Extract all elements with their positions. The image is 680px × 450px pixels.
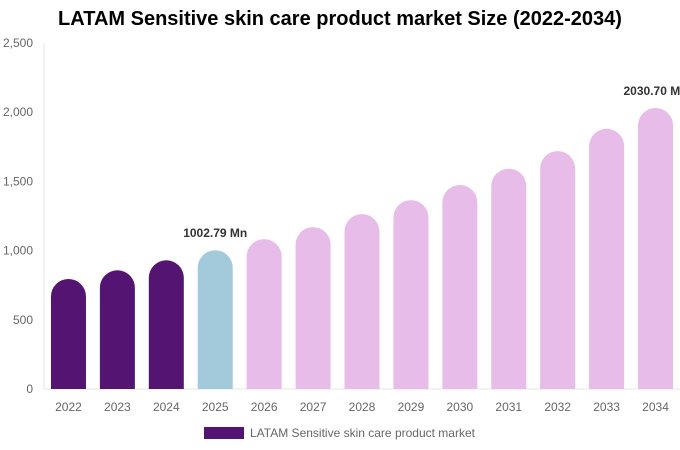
y-tick-label: 0 [26,382,33,396]
x-tick-label: 2029 [398,400,425,414]
y-tick-label: 1,500 [3,174,33,188]
bar [491,168,527,389]
x-tick-label: 2024 [153,400,180,414]
y-tick-label: 2,500 [3,36,33,50]
bar [540,151,576,389]
y-tick-label: 500 [13,313,33,327]
chart-title: LATAM Sensitive skin care product market… [58,8,622,30]
bar [638,107,674,390]
y-tick-label: 1,000 [3,244,33,258]
legend-label: LATAM Sensitive skin care product market [250,426,475,440]
bar [148,260,184,389]
bar [246,239,282,389]
x-tick-label: 2033 [593,400,620,414]
bar [50,278,86,389]
data-label: 1002.79 Mn [183,226,247,240]
x-tick-label: 2030 [446,400,473,414]
x-tick-label: 2031 [495,400,522,414]
y-tick-label: 2,000 [3,105,33,119]
x-tick-label: 2034 [642,400,669,414]
x-tick-label: 2026 [251,400,278,414]
x-tick-label: 2028 [349,400,376,414]
bar [442,184,478,389]
bar [197,250,233,389]
x-tick-label: 2025 [202,400,229,414]
data-label: 2030.70 Mn [624,84,680,98]
x-tick-label: 2022 [55,400,82,414]
bar [393,200,429,389]
bar [344,214,380,389]
x-tick-label: 2032 [544,400,571,414]
bar [589,128,625,390]
legend-swatch [204,427,244,439]
x-tick-label: 2027 [300,400,327,414]
bar [295,227,331,389]
bar [99,270,135,389]
legend[interactable]: LATAM Sensitive skin care product market [204,425,475,441]
x-tick-label: 2023 [104,400,131,414]
